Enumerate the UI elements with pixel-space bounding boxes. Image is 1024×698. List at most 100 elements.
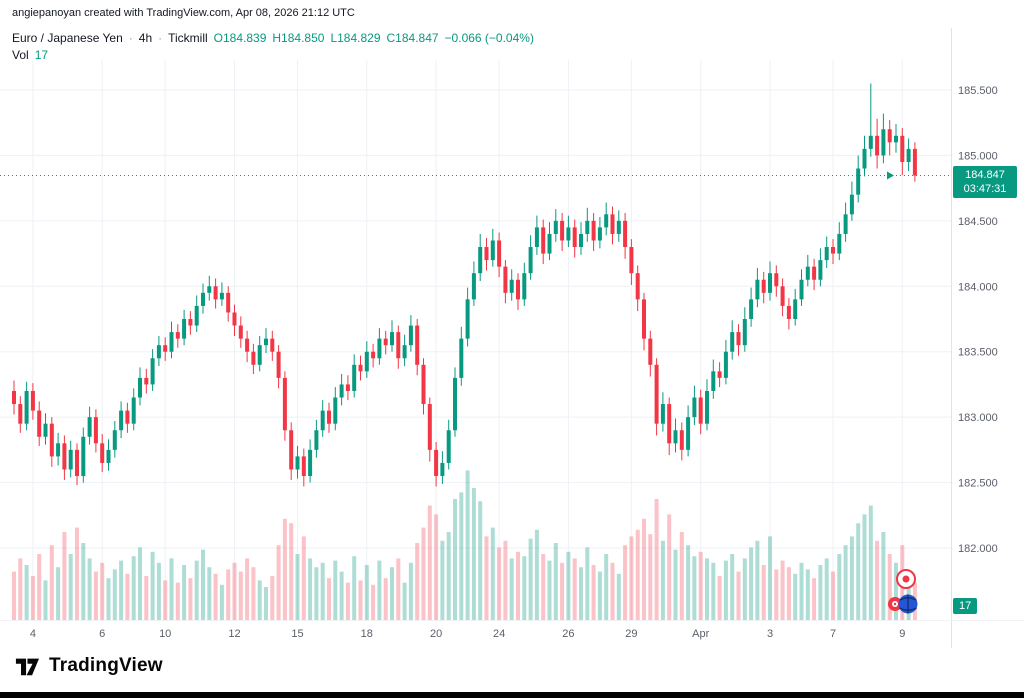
interval-label[interactable]: 4h <box>138 31 153 45</box>
volume-bar <box>396 558 401 620</box>
volume-bar <box>705 558 709 620</box>
volume-bar <box>503 540 508 620</box>
candle-body <box>749 299 754 319</box>
candle-body <box>465 299 470 339</box>
candle-body <box>427 404 432 450</box>
record-dot-marker-icon[interactable] <box>896 569 916 589</box>
candle-body <box>553 220 558 234</box>
volume-bar <box>560 562 565 620</box>
candle-body <box>175 332 180 339</box>
volume-bar <box>194 560 199 620</box>
symbol-name[interactable]: Euro / Japanese Yen <box>12 31 123 45</box>
candle-body <box>560 220 565 241</box>
candle-body <box>345 384 350 391</box>
candle-body <box>138 377 142 398</box>
volume-bar <box>156 562 161 620</box>
candle-body <box>182 319 187 339</box>
volume-bar <box>12 571 16 620</box>
candle-body <box>490 240 495 261</box>
volume-bar <box>875 540 880 620</box>
candle-body <box>264 338 268 346</box>
volume-bar <box>780 560 785 620</box>
candle-body <box>333 397 338 424</box>
candle-body <box>591 220 596 241</box>
candle-body <box>484 247 489 261</box>
candle-body <box>289 430 294 470</box>
volume-bar <box>182 565 187 620</box>
candle-body <box>887 129 892 143</box>
volume-bar <box>56 567 61 620</box>
ohlc-close: C184.847 <box>386 31 439 45</box>
candle-body <box>207 286 212 293</box>
candle-body <box>881 129 886 156</box>
price-axis-label: 185.500 <box>958 85 998 97</box>
volume-bar <box>509 558 514 620</box>
volume-bar <box>100 562 105 620</box>
volume-bar <box>648 534 653 620</box>
ohlc-high: H184.850 <box>272 31 325 45</box>
candle-body <box>742 319 747 346</box>
volume-bar <box>786 567 791 620</box>
candle-body <box>723 351 728 378</box>
symbol-legend: Euro / Japanese Yen · 4h · Tickmill O184… <box>12 31 534 45</box>
volume-bar <box>251 567 256 620</box>
volume-bar <box>768 536 772 620</box>
volume-bar <box>894 562 898 620</box>
volume-bar <box>755 540 760 620</box>
volume-bar <box>24 565 29 620</box>
candle-body <box>522 273 527 300</box>
dart-marker-icon[interactable] <box>888 597 902 611</box>
volume-bar <box>301 536 306 620</box>
candle-body <box>301 456 306 477</box>
candle-body <box>24 390 29 424</box>
time-axis-label: 29 <box>625 628 637 640</box>
volume-bar <box>566 551 571 620</box>
candle-body <box>169 332 174 352</box>
candle-body <box>125 410 130 424</box>
globe-marker-icon[interactable] <box>898 594 918 614</box>
volume-bar <box>440 540 445 620</box>
candle-body <box>818 260 823 280</box>
candle-body <box>295 456 300 470</box>
volume-bar <box>150 551 155 620</box>
candle-body <box>276 351 281 378</box>
volume-bar <box>169 558 174 620</box>
volume-bar <box>327 578 331 620</box>
time-axis-label: 18 <box>361 628 373 640</box>
volume-bar <box>812 578 817 620</box>
candle-body <box>843 214 848 234</box>
candle-body <box>660 404 665 424</box>
volume-bar <box>749 547 754 620</box>
volume-bar <box>667 514 672 620</box>
candle-body <box>434 449 439 477</box>
volume-bar <box>497 547 502 620</box>
time-axis-label: 7 <box>830 628 836 640</box>
broker-label: Tickmill <box>168 31 208 45</box>
volume-bar <box>119 560 124 620</box>
tradingview-logo[interactable]: TradingView <box>14 654 163 678</box>
volume-bar <box>465 470 470 620</box>
volume-bar <box>37 554 42 620</box>
candle-body <box>93 417 98 444</box>
candle-body <box>37 410 42 437</box>
bar-countdown: 03:47:31 <box>963 183 1007 195</box>
volume-bar <box>660 540 665 620</box>
volume-bar <box>308 558 313 620</box>
volume-bar <box>534 529 539 620</box>
candle-body <box>219 292 224 300</box>
candle-body <box>528 247 533 274</box>
candle-body <box>824 247 829 261</box>
candle-body <box>245 338 250 352</box>
candle-body <box>856 168 861 195</box>
volume-bar <box>270 576 275 620</box>
volume-bar <box>390 567 394 620</box>
candle-body <box>623 220 628 248</box>
volume-bar <box>339 571 344 620</box>
volume-bar <box>736 571 741 620</box>
volume-bar <box>276 545 281 620</box>
volume-bar <box>201 549 205 620</box>
candle-body <box>768 273 772 293</box>
price-axis-label: 182.000 <box>958 543 998 555</box>
